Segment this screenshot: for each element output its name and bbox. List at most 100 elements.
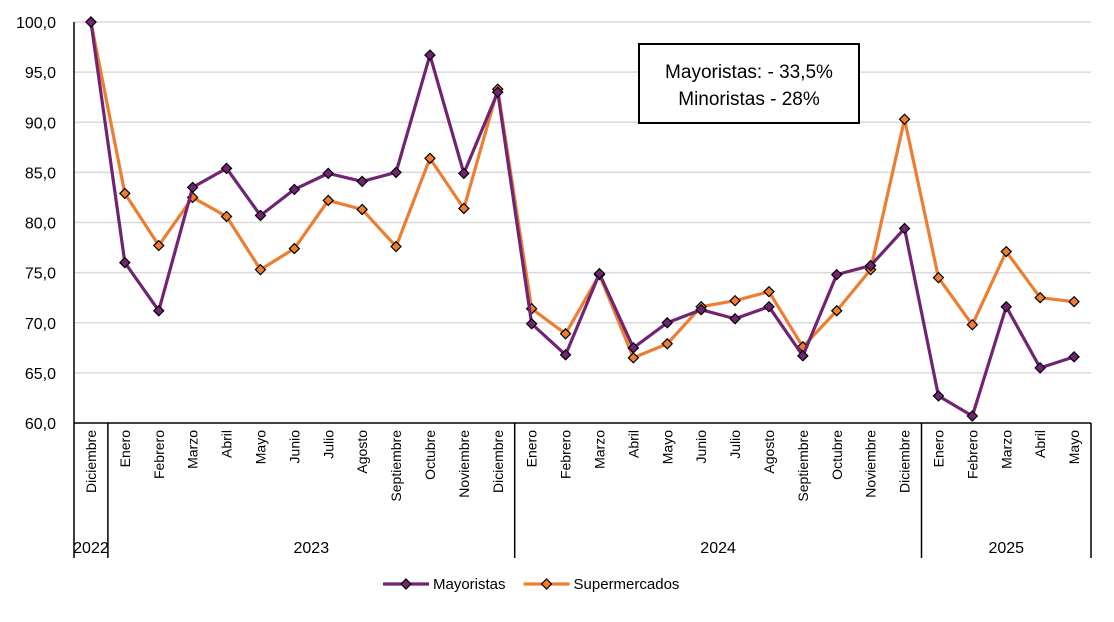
data-point (119, 256, 131, 269)
data-point (220, 162, 233, 175)
data-point (152, 239, 165, 252)
data-point (932, 390, 945, 402)
year-label: 2024 (700, 540, 736, 557)
data-point (627, 351, 640, 364)
x-tick-label: Julio (727, 430, 743, 459)
y-tick-label: 85,0 (25, 165, 56, 182)
x-tick-label: Abril (219, 430, 235, 458)
x-tick-label: Abril (625, 430, 641, 458)
legend-marker (540, 578, 553, 590)
x-tick-label: Noviembre (863, 430, 879, 498)
data-point (864, 259, 877, 272)
x-tick-label: Agosto (354, 430, 370, 474)
data-point (966, 318, 979, 331)
y-tick-label: 90,0 (25, 115, 56, 132)
data-point (661, 316, 674, 329)
data-point (695, 303, 707, 316)
data-point (458, 167, 470, 180)
data-point (186, 181, 199, 194)
year-label: 2022 (73, 540, 109, 557)
data-point (593, 267, 606, 280)
x-tick-label: Abril (1032, 430, 1048, 458)
y-tick-label: 70,0 (25, 316, 56, 333)
x-tick-label: Junio (693, 430, 709, 464)
legend-marker (400, 578, 412, 590)
data-point (898, 113, 911, 126)
x-tick-label: Marzo (998, 430, 1014, 469)
data-point (1000, 245, 1013, 258)
series-line (89, 21, 1075, 418)
data-point (729, 294, 741, 307)
year-label: 2025 (988, 540, 1024, 557)
data-point (830, 268, 843, 281)
data-point (254, 263, 267, 276)
x-axis: Diciembre Enero Febrero Marzo Abril Mayo Junio… (73, 22, 1092, 558)
annotation-line-2: Minoristas - 28% (678, 89, 820, 110)
data-point (390, 240, 402, 253)
data-point (288, 183, 301, 196)
data-point (424, 49, 436, 61)
data-point (356, 175, 368, 188)
year-label: 2023 (294, 540, 330, 557)
data-point (966, 410, 979, 422)
data-point (254, 209, 267, 222)
x-tick-label: Febrero (964, 430, 980, 479)
data-point (1068, 295, 1080, 308)
x-tick-label: Diciembre (897, 430, 913, 493)
series-mayoristas (85, 16, 1080, 422)
x-tick-label: Mayo (1066, 430, 1082, 464)
data-point (458, 202, 470, 215)
data-point (559, 327, 572, 340)
x-tick-label: Noviembre (456, 430, 472, 498)
data-point (525, 317, 538, 330)
data-point (763, 285, 775, 298)
data-point (1034, 291, 1046, 304)
y-tick-label: 80,0 (25, 216, 56, 233)
data-point (85, 16, 97, 28)
legend-label: Supermercados (574, 576, 680, 593)
data-point (220, 210, 233, 223)
y-tick-label: 95,0 (25, 65, 56, 82)
data-point (559, 348, 572, 361)
data-point (661, 337, 674, 350)
gridlines (74, 21, 1091, 374)
x-tick-label: Octubre (422, 430, 438, 480)
x-tick-label: Diciembre (83, 430, 99, 493)
data-point (390, 166, 402, 179)
data-point (627, 341, 640, 354)
x-tick-label: Enero (524, 430, 540, 468)
x-tick-label: Septiembre (388, 430, 404, 502)
data-point (152, 304, 165, 317)
annotation-line-1: Mayoristas: - 33,5% (665, 62, 833, 83)
x-tick-label: Agosto (761, 430, 777, 474)
x-tick-label: Marzo (591, 430, 607, 469)
x-tick-label: Febrero (151, 430, 167, 479)
x-tick-label: Mayo (659, 430, 675, 464)
x-tick-label: Septiembre (795, 430, 811, 502)
x-tick-label: Febrero (558, 430, 574, 479)
data-point (322, 194, 335, 207)
x-tick-label: Enero (930, 430, 946, 468)
x-tick-label: Julio (320, 430, 336, 459)
y-tick-label: 60,0 (25, 416, 56, 433)
data-point (356, 203, 368, 216)
y-tick-label: 75,0 (25, 266, 56, 283)
data-point (1000, 300, 1013, 313)
data-point (1068, 350, 1080, 363)
data-point (424, 152, 436, 165)
x-tick-label: Marzo (185, 430, 201, 469)
x-tick-label: Mayo (252, 430, 268, 464)
data-point (898, 222, 911, 235)
data-point (763, 300, 775, 313)
data-point (322, 167, 335, 180)
legend-item: Mayoristas (383, 576, 506, 593)
legend-item: Supermercados (523, 576, 680, 593)
y-axis-ticks: 60,0 65,0 70,0 75,0 80,0 85,0 90,0 95,0 100,0 (16, 15, 56, 433)
series-lines (85, 16, 1080, 422)
x-tick-label: Junio (286, 430, 302, 464)
legend: Mayoristas Supermercados (383, 576, 679, 593)
legend-label: Mayoristas (433, 576, 506, 593)
data-point (491, 86, 504, 99)
x-tick-label: Octubre (829, 430, 845, 480)
